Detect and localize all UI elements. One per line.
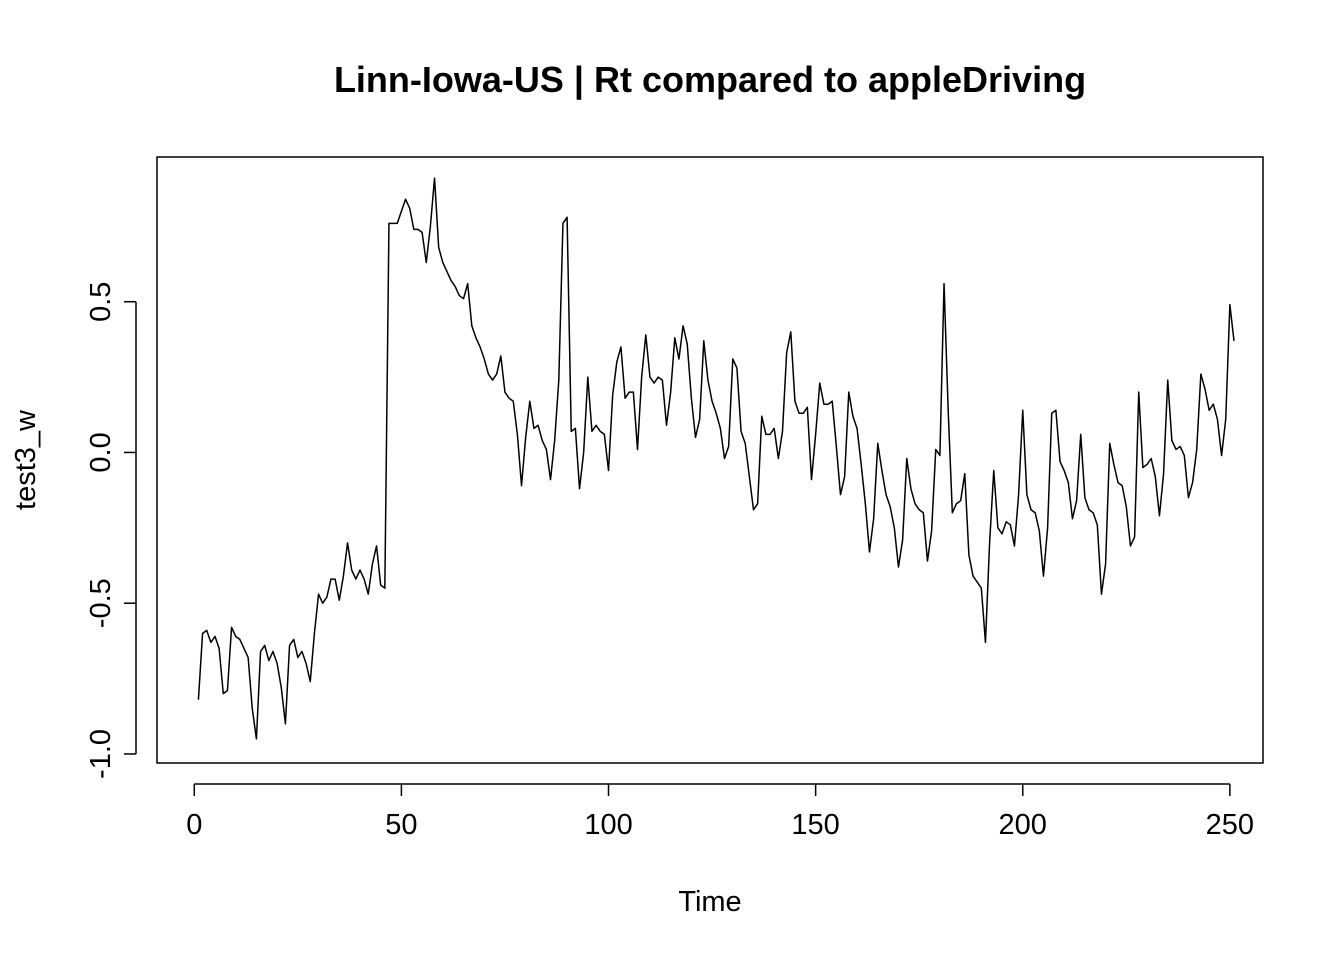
x-axis-label: Time [678,886,741,918]
x-tick-label: 150 [791,809,839,841]
y-tick-label: 0.5 [85,282,117,322]
x-tick-label: 100 [584,809,632,841]
y-axis: -1.0 -0.5 0.0 0.5 [85,282,137,779]
y-tick-label: -0.5 [85,578,117,628]
y-tick-label: -1.0 [85,729,117,779]
chart-title: Linn-Iowa-US | Rt compared to appleDrivi… [334,59,1086,101]
x-tick-label: 250 [1206,809,1254,841]
x-tick-label: 200 [999,809,1047,841]
y-tick-label: 0.0 [85,432,117,472]
x-tick-label: 0 [186,809,202,841]
series-group [197,177,1235,740]
plot-frame [156,156,1264,764]
x-axis: 0 50 100 150 200 250 [186,783,1254,841]
x-tick-label: 50 [385,809,417,841]
y-axis-label: test3_w [10,409,42,510]
series-line-1 [197,177,1235,740]
